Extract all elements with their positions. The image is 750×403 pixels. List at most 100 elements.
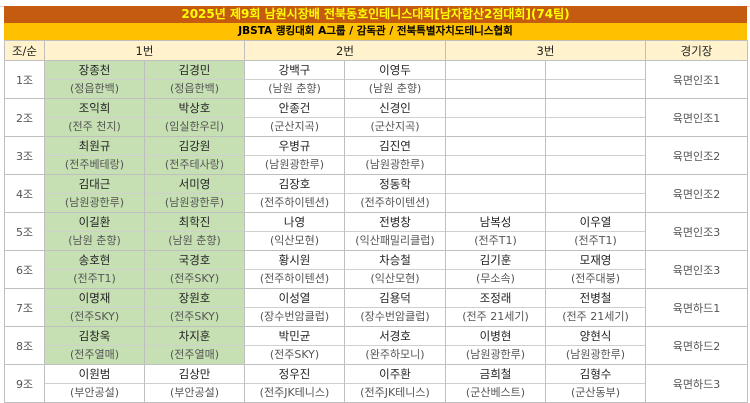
group-label[interactable]: 6조 — [4, 250, 45, 289]
player-cell[interactable]: 나영 (익산모현) — [244, 212, 345, 251]
player-cell[interactable]: 조익희 (전주 천지) — [44, 98, 145, 137]
player-cell[interactable]: 우병규 (남원광한루) — [244, 136, 345, 175]
venue-cell[interactable]: 육면하드1 — [645, 288, 748, 327]
player-cell[interactable]: 김상만 (부안공설) — [144, 364, 245, 403]
player-cell[interactable]: 박상호 (임실한우리) — [144, 98, 245, 137]
venue-cell[interactable]: 육면인조1 — [645, 98, 748, 137]
header-third[interactable]: 3번 — [445, 40, 646, 61]
player-cell[interactable]: 박민균 (전주SKY) — [244, 326, 345, 365]
venue-cell[interactable]: 육면하드3 — [645, 364, 748, 403]
venue-cell[interactable]: 육면인조2 — [645, 136, 748, 175]
player-name: 김형수 — [579, 367, 612, 381]
player-cell[interactable]: 모재영 (전주대붕) — [545, 250, 646, 289]
player-cell[interactable]: 전병철 (전주 21세기) — [545, 288, 646, 327]
player-club: (전주하이텐션) — [245, 193, 344, 212]
player-cell[interactable]: 장종천 (정읍한백) — [44, 60, 145, 99]
header-venue[interactable]: 경기장 — [645, 40, 748, 61]
player-cell[interactable]: 김형수 (군산동부) — [545, 364, 646, 403]
player-cell[interactable]: 이성열 (장수번암클럽) — [244, 288, 345, 327]
group-row: 7조 이명재 (전주SKY) 장원호 (전주SKY) 이성열 (장수번암클럽) 김용덕 (장수번… — [4, 288, 748, 327]
header-second[interactable]: 2번 — [244, 40, 446, 61]
player-cell[interactable]: 장원호 (전주SKY) — [144, 288, 245, 327]
player-club: (전주SKY) — [145, 307, 244, 326]
player-cell[interactable]: 김강원 (전주테사랑) — [144, 136, 245, 175]
group-label[interactable]: 3조 — [4, 136, 45, 175]
player-club: (전주열매) — [45, 345, 144, 364]
player-name: 김대근 — [78, 177, 111, 191]
player-club: (전주SKY) — [145, 269, 244, 288]
player-club: (전주 천지) — [45, 117, 144, 136]
player-cell[interactable]: 이우열 (전주T1) — [545, 212, 646, 251]
player-club — [546, 193, 645, 212]
player-cell[interactable] — [445, 174, 546, 213]
player-cell[interactable]: 국경호 (전주SKY) — [144, 250, 245, 289]
player-cell[interactable]: 정동학 (전주하이텐션) — [344, 174, 446, 213]
group-label[interactable]: 9조 — [4, 364, 45, 403]
player-cell[interactable]: 김대근 (남원광한루) — [44, 174, 145, 213]
group-label[interactable]: 1조 — [4, 60, 45, 99]
header-first[interactable]: 1번 — [44, 40, 245, 61]
venue-cell[interactable]: 육면인조1 — [645, 60, 748, 99]
header-group[interactable]: 조/순 — [4, 40, 45, 61]
player-cell[interactable]: 송호현 (전주T1) — [44, 250, 145, 289]
player-cell[interactable]: 김장호 (전주하이텐션) — [244, 174, 345, 213]
player-cell[interactable]: 김창욱 (전주열매) — [44, 326, 145, 365]
player-cell[interactable]: 강백구 (남원 춘향) — [244, 60, 345, 99]
player-cell[interactable]: 이주환 (전주JK테니스) — [344, 364, 446, 403]
player-cell[interactable]: 이영두 (남원 춘향) — [344, 60, 446, 99]
venue-cell[interactable]: 육면인조3 — [645, 212, 748, 251]
player-cell[interactable]: 안종건 (군산지곡) — [244, 98, 345, 137]
group-row: 2조 조익희 (전주 천지) 박상호 (임실한우리) 안종건 (군산지곡) 신경인 (군산지곡)… — [4, 98, 748, 137]
player-cell[interactable] — [545, 60, 646, 99]
player-cell[interactable]: 이원범 (부안공설) — [44, 364, 145, 403]
player-cell[interactable]: 조정래 (전주 21세기) — [445, 288, 546, 327]
group-row: 8조 김창욱 (전주열매) 차지훈 (전주열매) 박민균 (전주SKY) 서경호 (완주하모니)… — [4, 326, 748, 365]
group-label[interactable]: 7조 — [4, 288, 45, 327]
venue-cell[interactable]: 육면인조2 — [645, 174, 748, 213]
player-cell[interactable]: 이병현 (남원광한루) — [445, 326, 546, 365]
player-cell[interactable] — [545, 98, 646, 137]
group-label[interactable]: 4조 — [4, 174, 45, 213]
player-name — [447, 61, 545, 79]
player-cell[interactable]: 남복성 (전주T1) — [445, 212, 546, 251]
header-row: 조/순 1번 2번 3번 경기장 — [4, 40, 748, 61]
player-cell[interactable]: 김진연 (남원광한루) — [344, 136, 446, 175]
player-cell[interactable]: 차지훈 (전주열매) — [144, 326, 245, 365]
player-cell[interactable]: 이명재 (전주SKY) — [44, 288, 145, 327]
player-cell[interactable]: 최원규 (전주베테랑) — [44, 136, 145, 175]
player-cell[interactable]: 서경호 (완주하모니) — [344, 326, 446, 365]
player-cell[interactable]: 최학진 (남원 춘향) — [144, 212, 245, 251]
player-club: (군산동부) — [546, 383, 645, 402]
player-club: (군산베스트) — [446, 383, 545, 402]
group-label[interactable]: 8조 — [4, 326, 45, 365]
player-cell[interactable]: 금희철 (군산베스트) — [445, 364, 546, 403]
player-cell[interactable]: 김경민 (정읍한백) — [144, 60, 245, 99]
player-cell[interactable]: 양현식 (남원광한루) — [545, 326, 646, 365]
player-cell[interactable]: 이길환 (남원 춘향) — [44, 212, 145, 251]
player-cell[interactable] — [445, 60, 546, 99]
player-club: (정읍한백) — [145, 79, 244, 98]
player-cell[interactable]: 황시원 (전주하이텐션) — [244, 250, 345, 289]
player-name: 전병철 — [579, 291, 612, 305]
player-name: 정동학 — [379, 177, 411, 191]
player-cell[interactable]: 신경인 (군산지곡) — [344, 98, 446, 137]
player-cell[interactable]: 서미영 (남원광한루) — [144, 174, 245, 213]
player-cell[interactable] — [445, 136, 546, 175]
player-cell[interactable]: 김기훈 (무소속) — [445, 250, 546, 289]
group-label[interactable]: 5조 — [4, 212, 45, 251]
player-cell[interactable] — [545, 174, 646, 213]
group-label[interactable]: 2조 — [4, 98, 45, 137]
player-name: 양현식 — [579, 329, 612, 343]
tournament-subtitle: JBSTA 랭킹대회 A그룹 / 감독관 / 전북특별자치도테니스협회 — [4, 23, 747, 40]
player-cell[interactable]: 김용덕 (장수번암클럽) — [344, 288, 446, 327]
player-cell[interactable]: 정우진 (전주JK테니스) — [244, 364, 345, 403]
player-cell[interactable] — [445, 98, 546, 137]
player-cell[interactable]: 차승철 (익산모현) — [344, 250, 446, 289]
player-club: (남원 춘향) — [245, 79, 344, 98]
player-cell[interactable] — [545, 136, 646, 175]
venue-cell[interactable]: 육면하드2 — [645, 326, 748, 365]
player-name: 조익희 — [78, 101, 111, 115]
venue-cell[interactable]: 육면인조3 — [645, 250, 748, 289]
player-cell[interactable]: 전병창 (익산패밀리클럽) — [344, 212, 446, 251]
player-name: 이병현 — [479, 329, 512, 343]
